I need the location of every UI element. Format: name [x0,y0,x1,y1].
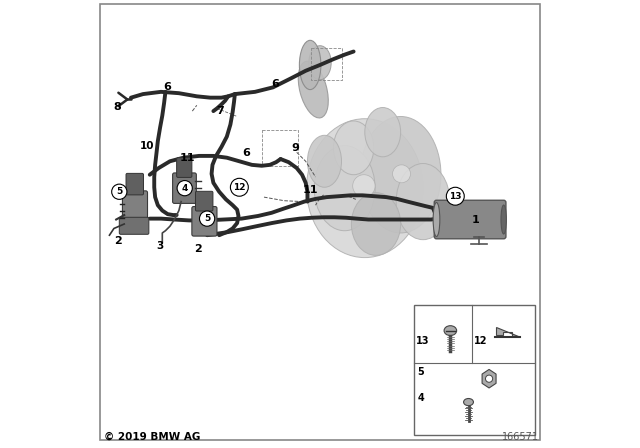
Circle shape [353,175,375,197]
Text: 13: 13 [449,192,461,201]
Text: 5: 5 [116,187,122,196]
Ellipse shape [333,121,374,175]
Text: 7: 7 [217,106,225,116]
Bar [414,305,535,435]
Text: 12: 12 [233,183,246,192]
Ellipse shape [365,108,401,157]
Ellipse shape [314,146,375,231]
Ellipse shape [307,135,342,187]
Polygon shape [496,327,518,336]
Text: 6: 6 [242,148,250,158]
Ellipse shape [307,119,423,258]
Ellipse shape [396,164,450,240]
FancyBboxPatch shape [126,173,143,195]
FancyBboxPatch shape [173,173,196,203]
Ellipse shape [351,193,401,255]
Ellipse shape [501,205,506,234]
Text: 4: 4 [182,184,188,193]
Text: 5: 5 [418,367,424,377]
FancyBboxPatch shape [435,200,506,239]
Text: 166571: 166571 [502,432,539,442]
Ellipse shape [433,202,440,237]
Circle shape [177,181,193,196]
Text: 11: 11 [302,185,318,195]
Circle shape [112,184,127,199]
Text: 4: 4 [418,393,424,403]
FancyBboxPatch shape [119,217,149,234]
Text: 8: 8 [114,102,122,112]
Text: 12: 12 [474,336,488,346]
Text: 2: 2 [114,236,122,246]
Ellipse shape [360,116,441,233]
Text: 3: 3 [156,241,163,250]
Polygon shape [482,370,496,388]
FancyBboxPatch shape [177,158,192,177]
Ellipse shape [298,61,328,118]
FancyBboxPatch shape [192,207,217,236]
Circle shape [486,375,493,382]
Text: 10: 10 [140,141,155,151]
Ellipse shape [444,326,456,336]
Ellipse shape [309,46,332,80]
FancyBboxPatch shape [122,191,148,220]
Circle shape [230,178,248,196]
Ellipse shape [463,399,474,406]
Text: 5: 5 [204,214,210,223]
Text: 11: 11 [180,153,196,163]
Circle shape [392,165,410,183]
Text: 2: 2 [195,244,202,254]
Text: 6: 6 [164,82,172,92]
Circle shape [200,211,215,226]
FancyBboxPatch shape [195,191,213,211]
Circle shape [446,187,464,205]
Text: 9: 9 [291,143,300,153]
Text: © 2019 BMW AG: © 2019 BMW AG [104,432,200,442]
Ellipse shape [300,40,321,90]
Text: 1: 1 [472,215,479,225]
Text: 6: 6 [271,79,279,89]
Text: 13: 13 [417,336,430,346]
